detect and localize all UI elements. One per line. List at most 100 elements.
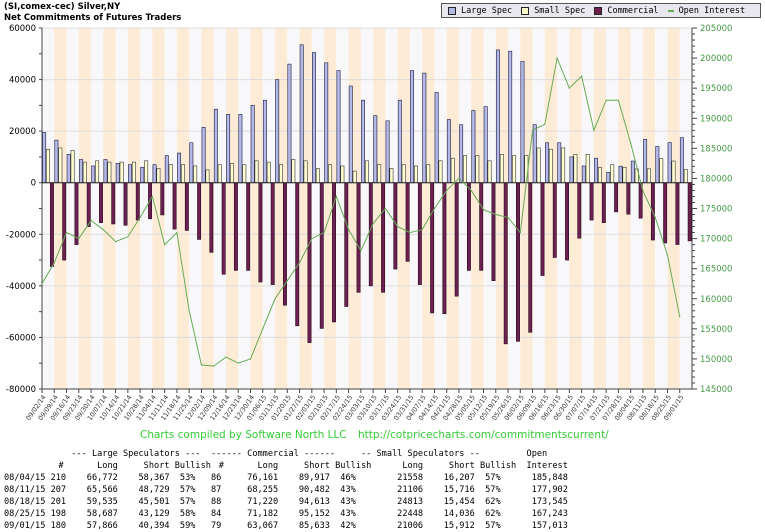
bar-large-spec — [201, 126, 206, 184]
left-axis-tick-label: -80000 — [6, 385, 36, 395]
commercial-bullish: 43% — [329, 497, 356, 507]
bar-large-spec — [655, 146, 660, 184]
open-interest-point — [605, 99, 607, 101]
credit-url[interactable]: http://cotpricecharts.com/commitmentscur… — [357, 429, 609, 441]
open-interest-point — [127, 236, 129, 238]
small-spec-bullish: 62% — [474, 497, 501, 507]
right-axis-tick-label: 175000 — [700, 205, 732, 215]
open-interest-point — [225, 356, 227, 358]
open-interest-point — [164, 244, 166, 246]
open-interest-point — [311, 237, 313, 240]
table-row: 09/01/15 180 57,866 40,394 59% 79 63,067 85,63… — [4, 520, 568, 532]
open-interest-point — [433, 207, 436, 210]
small-spec-short: 15,454 — [443, 497, 475, 507]
bar-small-spec — [414, 165, 418, 184]
right-axis-tick-label: 190000 — [700, 114, 732, 124]
bar-large-spec — [569, 156, 574, 184]
bar-large-spec — [226, 114, 231, 184]
bar-commercial — [663, 182, 668, 244]
bar-large-spec — [66, 154, 71, 184]
large-spec-bullish: 57% — [169, 497, 196, 507]
legend-label: Large Spec — [461, 5, 513, 16]
legend: Large Spec Small Spec Commercial Open In… — [441, 3, 761, 18]
bar-small-spec — [622, 166, 627, 184]
bar-large-spec — [262, 99, 267, 184]
bar-small-spec — [487, 160, 492, 184]
bar-small-spec — [144, 160, 149, 184]
legend-label: Small Spec — [534, 5, 586, 16]
column-band — [176, 28, 190, 389]
legend-item-commercial: Commercial — [594, 6, 659, 16]
bar-large-spec — [336, 70, 341, 184]
bar-small-spec — [254, 160, 259, 184]
commercial-long: 71,182 — [247, 509, 279, 519]
left-axis-tick-label: -40000 — [6, 282, 36, 292]
column-band — [458, 28, 472, 389]
bar-large-spec — [238, 114, 243, 184]
bar-commercial — [74, 182, 79, 245]
bar-commercial — [516, 182, 520, 342]
large-spec-bullish: 53% — [169, 473, 196, 483]
bar-commercial — [368, 182, 373, 287]
small-spec-long: 21558 — [397, 473, 424, 483]
bar-large-spec — [495, 49, 500, 184]
right-axis-tick-label: 150000 — [700, 355, 732, 365]
bar-large-spec — [410, 70, 415, 184]
bar-large-spec — [115, 163, 120, 184]
commercial-traders: 87 — [210, 485, 222, 495]
bar-large-spec — [532, 124, 537, 184]
column-band — [115, 28, 128, 389]
left-axis-tick-label: 20000 — [9, 127, 36, 137]
bar-commercial — [503, 182, 508, 345]
bar-large-spec — [557, 142, 562, 184]
open-interest-point — [139, 216, 141, 219]
bar-small-spec — [205, 169, 210, 184]
bar-large-spec — [397, 99, 402, 184]
bar-commercial — [454, 182, 459, 297]
bar-commercial — [466, 182, 471, 271]
commercial-long: 63,067 — [247, 521, 279, 531]
bar-small-spec — [131, 161, 136, 184]
large-spec-traders: 180 — [50, 521, 67, 531]
open-interest-point — [495, 213, 497, 216]
table-column-header: Short — [143, 461, 170, 471]
large-spec-short: 43,129 — [138, 509, 170, 519]
small-spec-long: 21106 — [397, 485, 424, 495]
open-interest-point — [249, 358, 252, 360]
bar-small-spec — [217, 164, 222, 184]
open-interest-point — [482, 209, 485, 211]
bar-commercial — [356, 182, 361, 293]
bar-commercial — [344, 182, 349, 307]
right-axis-tick-label: 205000 — [700, 24, 732, 34]
bar-small-spec — [328, 164, 333, 184]
commercial-bullish: 43% — [329, 509, 356, 519]
bar-small-spec — [46, 148, 51, 184]
open-interest-point — [372, 222, 374, 225]
legend-item-open-interest: Open Interest — [667, 5, 746, 16]
bar-small-spec — [499, 154, 504, 184]
open-interest-point — [188, 310, 190, 312]
bar-small-spec — [95, 160, 100, 184]
open-interest: 157,013 — [531, 521, 568, 531]
open-interest-point — [286, 280, 288, 282]
bar-small-spec — [315, 168, 320, 184]
column-band — [127, 28, 141, 389]
legend-label: Open Interest — [678, 5, 746, 16]
table-row: 08/11/15 207 65,566 48,729 57% 87 68,255 90,48… — [4, 484, 568, 496]
left-axis-tick-label: -20000 — [6, 230, 36, 240]
column-band — [152, 28, 165, 389]
bar-small-spec — [107, 161, 112, 184]
small-spec-long: 21006 — [397, 521, 424, 531]
large-spec-bullish: 58% — [169, 509, 196, 519]
commercial-bullish: 43% — [329, 485, 356, 495]
bar-commercial — [381, 182, 386, 293]
large-spec-bullish: 59% — [169, 521, 196, 531]
bar-large-spec — [594, 157, 598, 184]
commercial-traders: 86 — [210, 473, 222, 483]
open-interest: 185,848 — [531, 473, 568, 483]
bar-small-spec — [119, 161, 124, 184]
table-group-header — [4, 448, 71, 460]
chart-title: (SI,comex-cec) Silver,NY Net Commitments… — [4, 2, 181, 24]
bar-commercial — [393, 182, 398, 270]
bar-commercial — [405, 182, 410, 262]
